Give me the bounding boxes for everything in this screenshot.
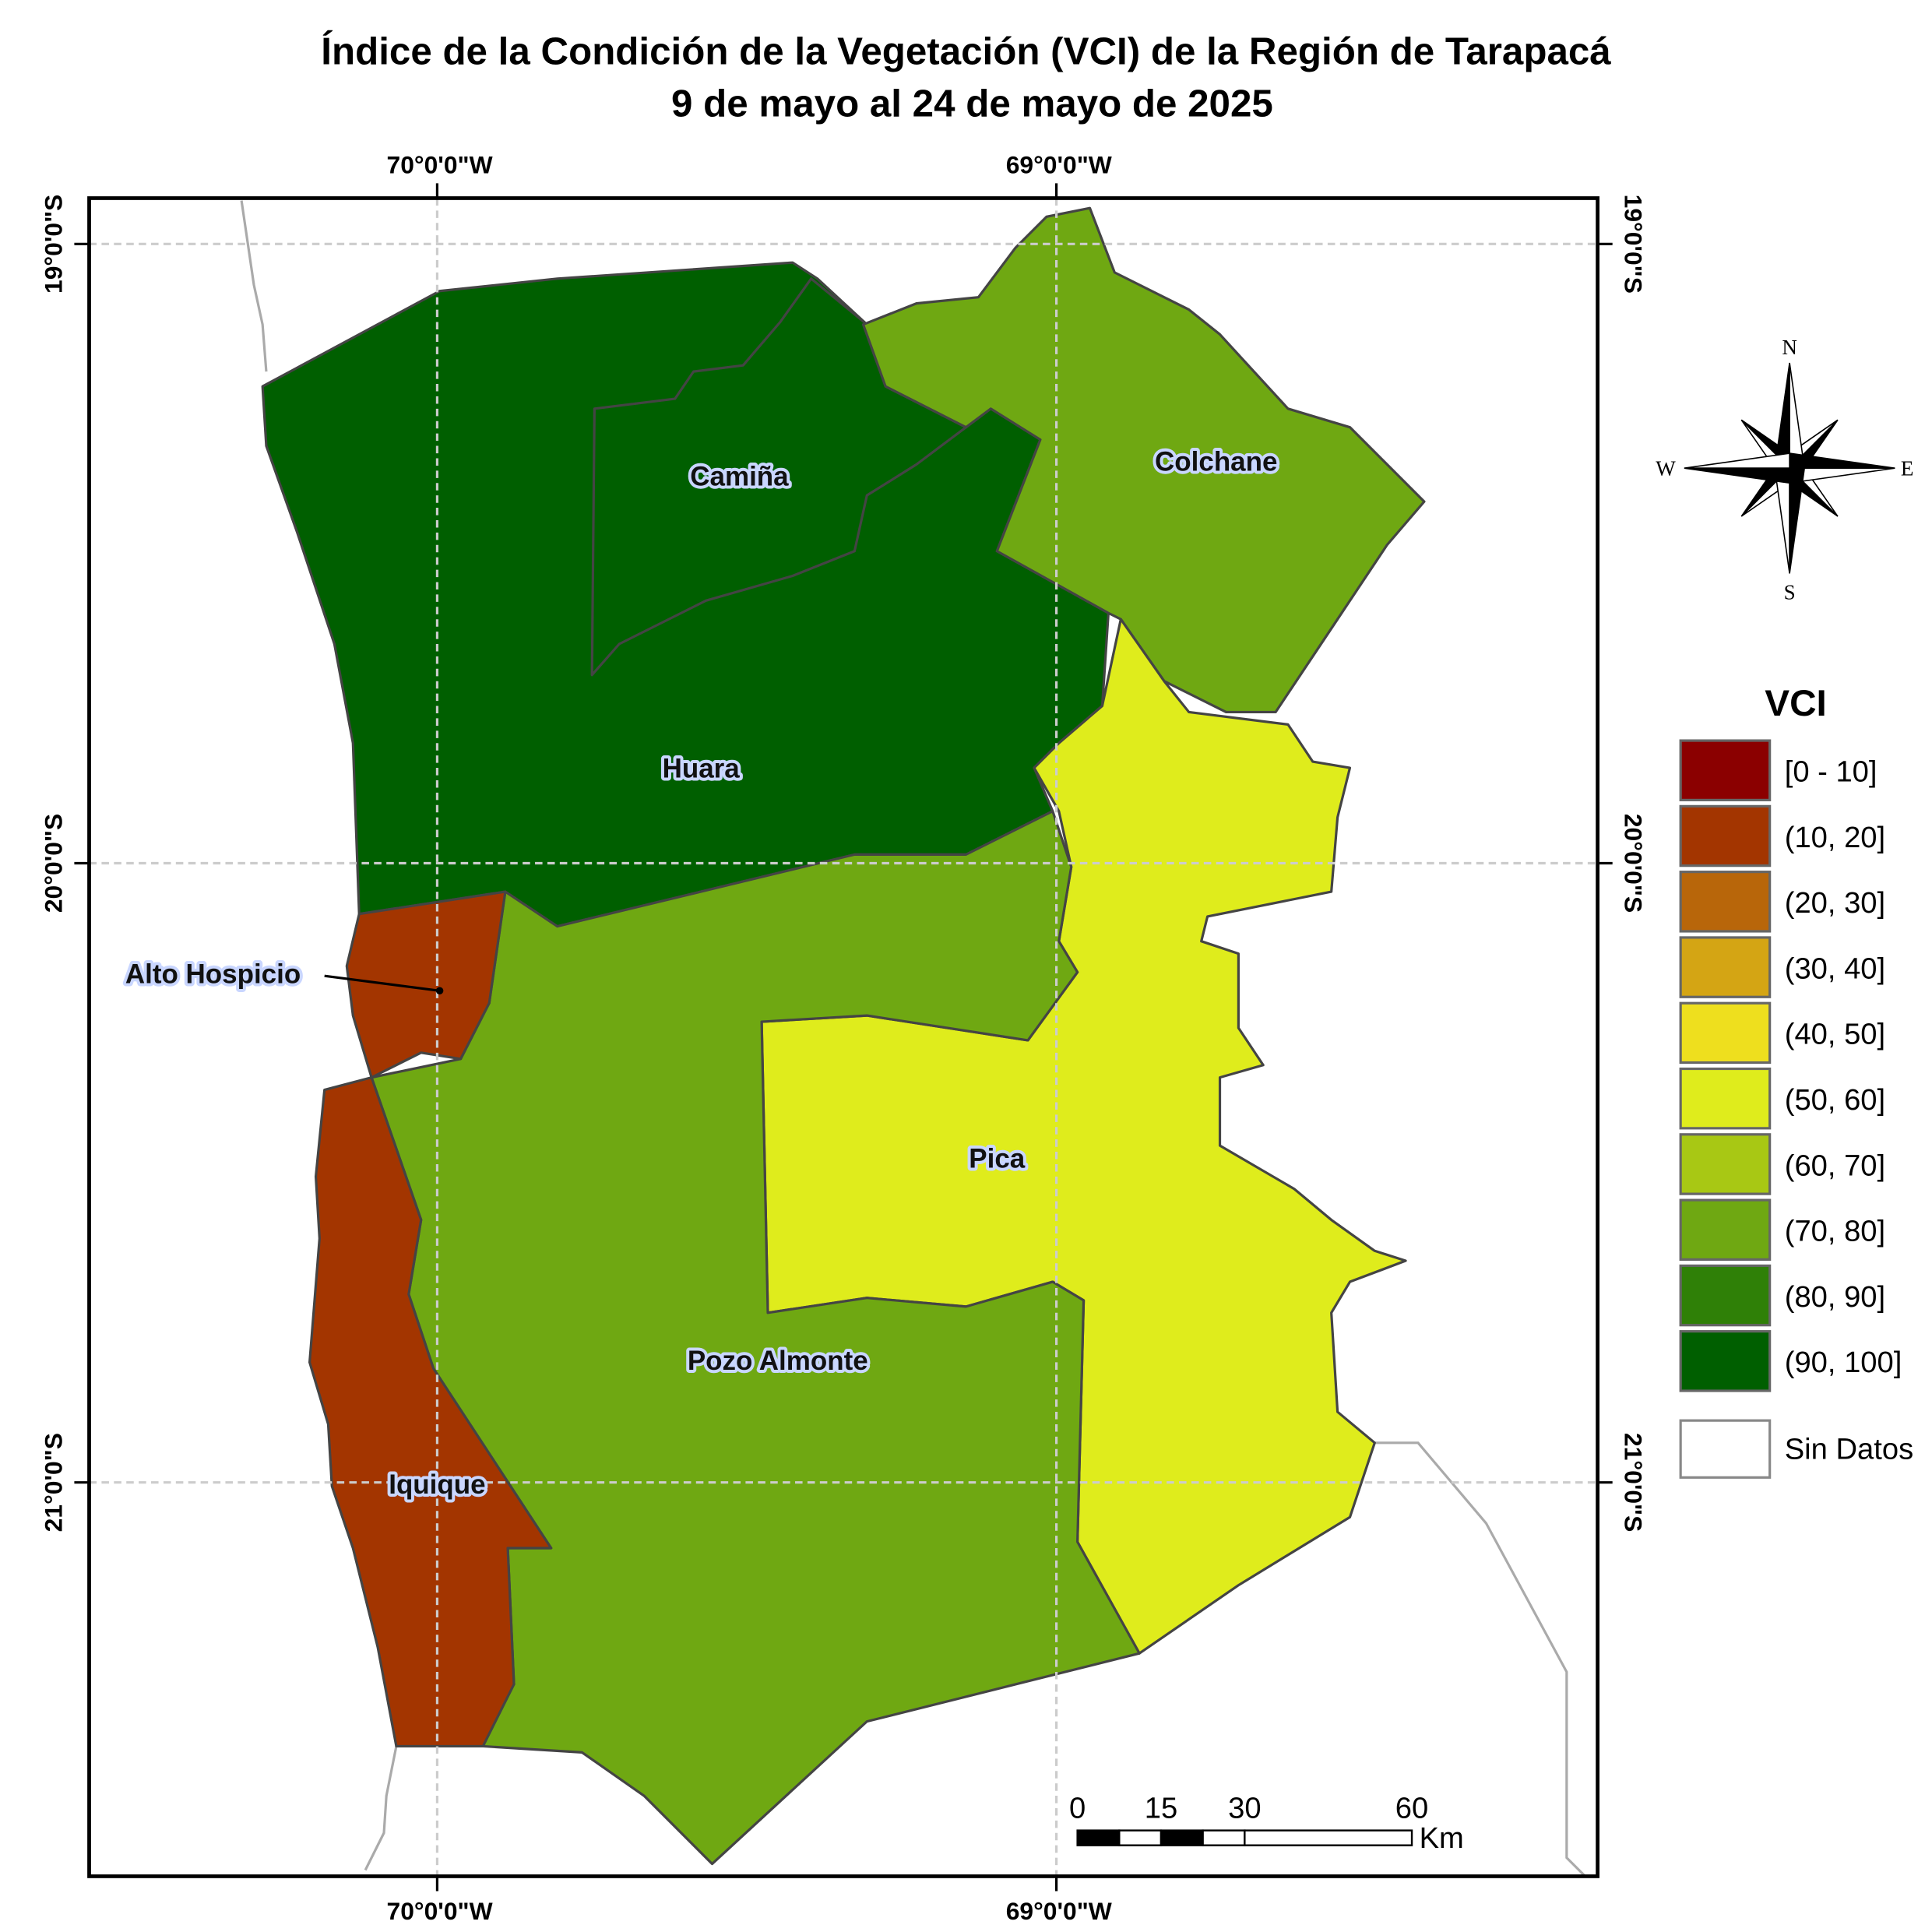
scale-segment <box>1118 1829 1163 1846</box>
longitude-label: 70°0'0"W <box>387 1897 493 1925</box>
legend-label: (10, 20] <box>1785 821 1885 854</box>
latitude-label: 21°0'0"S <box>40 1433 68 1532</box>
legend-swatch <box>1679 1067 1772 1130</box>
legend-swatch <box>1679 1133 1772 1195</box>
longitude-label: 69°0'0"W <box>1006 1897 1112 1925</box>
map-frame <box>87 196 1599 1878</box>
legend-label: (80, 90] <box>1785 1280 1885 1314</box>
legend-swatch <box>1679 739 1772 801</box>
scale-unit: Km <box>1420 1821 1464 1855</box>
longitude-label: 69°0'0"W <box>1006 151 1112 179</box>
legend-swatch <box>1679 1198 1772 1262</box>
legend-label: (60, 70] <box>1785 1149 1885 1182</box>
scale-segment <box>1202 1829 1246 1846</box>
region-label: Pozo Almonte <box>688 1346 868 1376</box>
region-label: Alto Hospicio <box>125 959 301 990</box>
scale-label: 15 <box>1145 1792 1177 1825</box>
leader-line <box>324 974 440 992</box>
compass-letter: N <box>1782 336 1797 359</box>
region <box>308 1076 553 1748</box>
region-label: Huara <box>663 754 741 784</box>
legend-swatch <box>1679 1330 1772 1392</box>
scale-label: 30 <box>1228 1792 1261 1825</box>
latitude-label: 19°0'0"S <box>40 195 68 294</box>
legend-swatch <box>1679 871 1772 933</box>
longitude-label: 70°0'0"W <box>387 151 493 179</box>
scale-label: 0 <box>1069 1792 1086 1825</box>
latitude-label: 19°0'0"S <box>1620 195 1648 294</box>
scale-segment <box>1076 1829 1121 1846</box>
legend: VCI [0 - 10] (10, 20] (20, 30] (30, 40] (40, … <box>1679 683 1913 1479</box>
legend-swatch <box>1679 1264 1772 1327</box>
neighbor-border <box>364 1746 398 1871</box>
region-label: Camiña <box>690 461 789 491</box>
neighbor-border <box>1374 1441 1586 1877</box>
latitude-label: 20°0'0"S <box>1620 814 1648 913</box>
subtitle: 9 de mayo al 24 de mayo de 2025 <box>671 82 1273 125</box>
compass-point <box>1789 467 1806 574</box>
latitude-label: 20°0'0"S <box>40 814 68 913</box>
map-area: 70°0'0"W 70°0'0"W 69°0'0"W 69°0'0"W 19°0'0"S… <box>40 151 1914 1925</box>
legend-label: (30, 40] <box>1785 952 1885 985</box>
legend-title: VCI <box>1765 683 1827 724</box>
scale-segment <box>1160 1829 1204 1846</box>
legend-label: (70, 80] <box>1785 1215 1885 1248</box>
legend-label: (90, 100] <box>1785 1346 1902 1379</box>
legend-label: (20, 30] <box>1785 886 1885 920</box>
region-label: Iquique <box>389 1469 485 1500</box>
region <box>345 890 507 1079</box>
region-label: Pica <box>969 1144 1025 1174</box>
legend-swatch <box>1679 1001 1772 1065</box>
legend-swatch <box>1679 1419 1772 1479</box>
neighbor-border <box>240 200 268 372</box>
legend-label: (50, 60] <box>1785 1083 1885 1117</box>
legend-swatch <box>1679 936 1772 998</box>
title: Índice de la Condición de la Vegetación … <box>321 30 1611 73</box>
legend-label: [0 - 10] <box>1785 755 1877 789</box>
scale-label: 60 <box>1395 1792 1428 1825</box>
compass-letter: E <box>1901 457 1914 480</box>
region <box>861 206 1426 714</box>
region-label: Colchane <box>1155 446 1277 477</box>
compass-point <box>1684 467 1790 484</box>
legend-label: Sin Datos <box>1785 1432 1913 1466</box>
compass-letter: W <box>1656 457 1676 480</box>
legend-swatch <box>1679 804 1772 867</box>
leader-dot <box>435 987 444 995</box>
compass-letter: S <box>1784 581 1796 604</box>
scale-segment <box>1244 1829 1413 1846</box>
legend-label: (40, 50] <box>1785 1018 1885 1051</box>
latitude-label: 21°0'0"S <box>1620 1433 1648 1532</box>
